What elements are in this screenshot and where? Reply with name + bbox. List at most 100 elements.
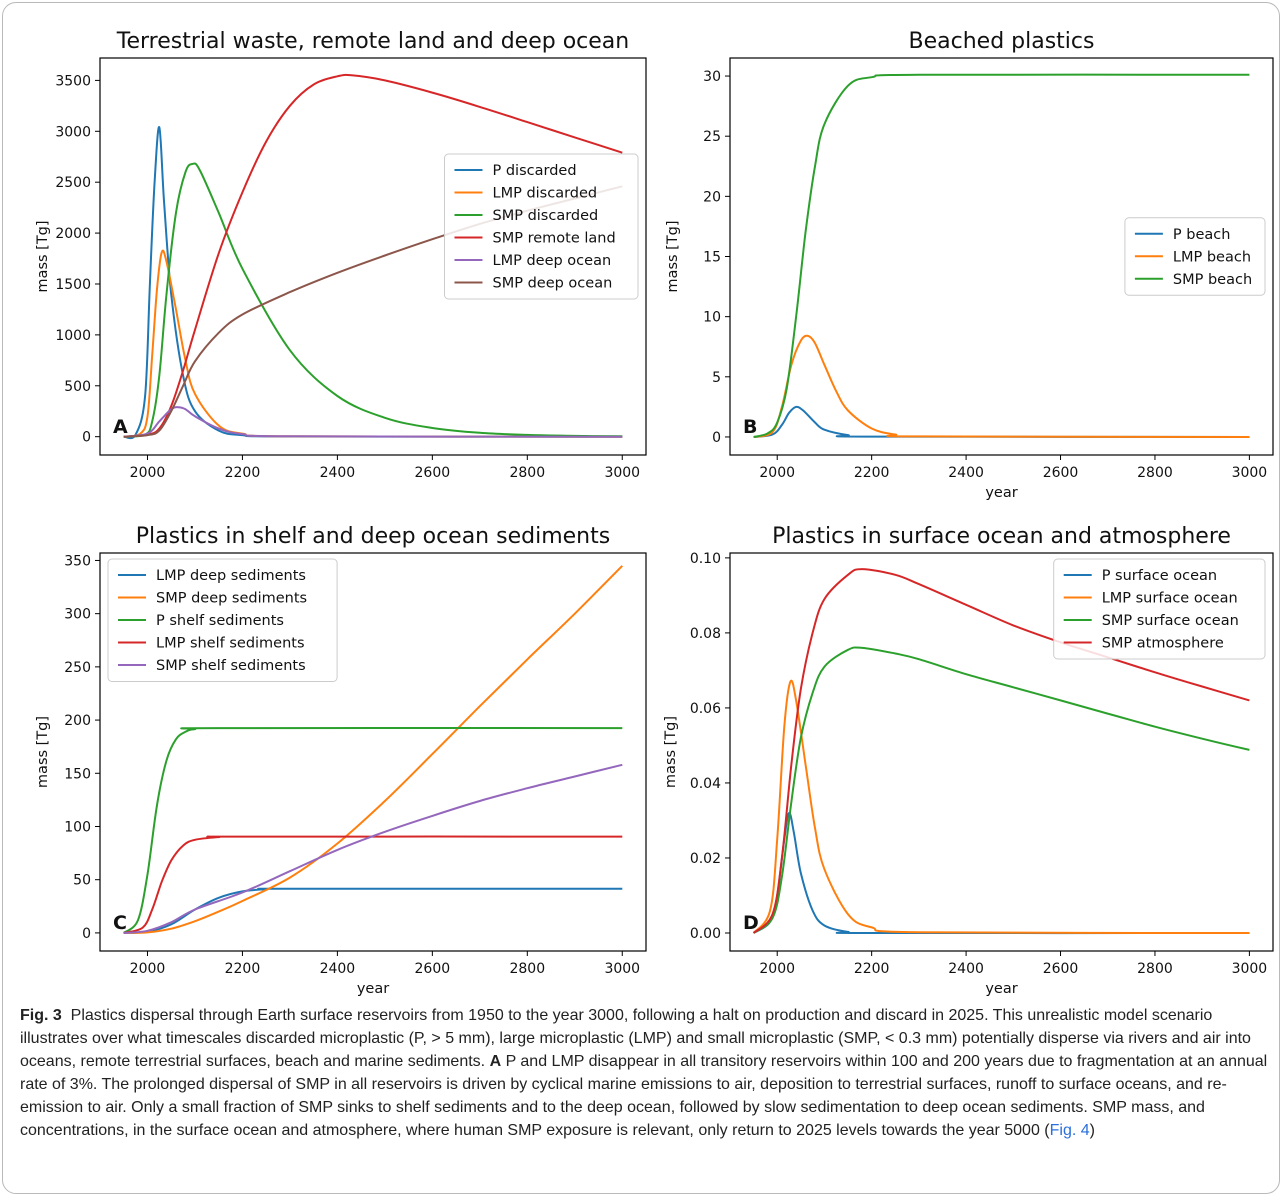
plot-frame — [99, 57, 647, 456]
legend-label: SMP deep ocean — [493, 276, 613, 292]
x-axis-label: year — [357, 981, 389, 997]
legend: P surface ocean LMP surface ocean SMP surf… — [1053, 558, 1266, 660]
y-tick-label: 0.04 — [690, 776, 721, 792]
legend-label: SMP remote land — [493, 231, 616, 247]
fig4-link[interactable]: Fig. 4 — [1049, 1122, 1090, 1139]
x-tick-label: 2600 — [415, 961, 451, 977]
panel-letter: D — [743, 912, 759, 934]
figure-caption: Fig. 3 Plastics dispersal through Earth … — [20, 1004, 1272, 1142]
series-line — [753, 73, 1250, 438]
panel-d: Plastics in surface ocean and atmosphere… — [663, 524, 1274, 997]
x-tick-label: 2200 — [854, 465, 890, 481]
y-tick-label: 0.10 — [690, 551, 721, 567]
x-tick-label: 2800 — [1137, 465, 1173, 481]
panel-b: Beached plastics 2000 2200 2400 2600 2800 3000… — [665, 29, 1274, 501]
y-tick-label: 2500 — [55, 175, 91, 191]
x-tick-label: 2000 — [130, 465, 166, 481]
series-line — [123, 73, 623, 438]
y-tick-label: 0 — [82, 430, 91, 446]
plot-frame — [99, 552, 647, 952]
legend-box — [1124, 217, 1266, 296]
panel-title: Plastics in surface ocean and atmosphere — [772, 524, 1231, 549]
series-line — [752, 646, 1250, 934]
series-lines — [753, 73, 1250, 438]
figure-label: Fig. 3 — [20, 1007, 62, 1024]
series-line — [123, 162, 623, 438]
legend-label: P surface ocean — [1102, 568, 1217, 584]
legend-label: P discarded — [493, 163, 577, 179]
series-line — [123, 727, 623, 934]
y-tick-label: 250 — [64, 660, 91, 676]
y-tick-label: 100 — [64, 819, 91, 835]
y-axis-label: mass [Tg] — [35, 716, 51, 788]
series-line — [753, 334, 1250, 438]
x-axis-label: year — [985, 981, 1017, 997]
series-line — [123, 565, 624, 934]
x-tick-label: 2800 — [509, 465, 545, 481]
x-tick-label: 2400 — [948, 465, 984, 481]
x-tick-label: 2200 — [225, 961, 261, 977]
y-tick-label: 3000 — [55, 124, 91, 140]
panel-title: Plastics in shelf and deep ocean sedimen… — [136, 524, 610, 549]
x-tick-label: 2200 — [854, 961, 890, 977]
panel-letter: A — [113, 416, 128, 438]
x-tick-label: 3000 — [604, 961, 640, 977]
y-tick-label: 200 — [64, 713, 91, 729]
legend-label: SMP atmosphere — [1102, 636, 1224, 652]
x-tick-label: 2600 — [415, 465, 451, 481]
x-tick-label: 2000 — [759, 961, 795, 977]
y-tick-label: 1500 — [55, 277, 91, 293]
y-tick-label: 20 — [703, 189, 721, 205]
y-tick-label: 150 — [64, 766, 91, 782]
x-tick-label: 2400 — [320, 961, 356, 977]
y-tick-label: 0.08 — [690, 626, 721, 642]
series-line — [753, 405, 1250, 438]
y-axis-label: mass [Tg] — [35, 220, 51, 292]
y-tick-label: 30 — [703, 69, 721, 85]
legend-label: SMP deep sediments — [156, 591, 307, 607]
y-tick-label: 15 — [703, 250, 721, 266]
series-line — [752, 679, 1250, 934]
legend-label: P shelf sediments — [156, 613, 284, 629]
legend-label: LMP deep sediments — [156, 568, 306, 584]
caption-intro: Plastics dispersal through Earth surface… — [20, 1007, 1251, 1070]
y-tick-label: 2000 — [55, 226, 91, 242]
y-axis-label: mass [Tg] — [665, 220, 681, 292]
legend-label: SMP discarded — [493, 208, 599, 224]
legend-box — [1053, 558, 1266, 660]
caption-end: ) — [1089, 1122, 1095, 1139]
x-axis-label: year — [985, 485, 1017, 501]
x-tick-label: 2600 — [1043, 465, 1079, 481]
y-tick-label: 5 — [712, 370, 721, 386]
legend-label: SMP beach — [1173, 272, 1252, 288]
series-line — [123, 406, 623, 438]
y-tick-label: 0 — [712, 430, 721, 446]
x-tick-label: 2200 — [225, 465, 261, 481]
panel-title: Beached plastics — [909, 29, 1095, 54]
panel-title: Terrestrial waste, remote land and deep … — [116, 29, 629, 54]
x-tick-label: 2400 — [320, 465, 356, 481]
x-tick-label: 2000 — [759, 465, 795, 481]
y-tick-label: 0.00 — [690, 926, 721, 942]
legend: LMP deep sediments SMP deep sediments P sh… — [107, 558, 338, 682]
y-tick-label: 0.02 — [690, 851, 721, 867]
legend-label: SMP shelf sediments — [156, 658, 306, 674]
series-line — [753, 811, 1250, 935]
y-tick-label: 350 — [64, 553, 91, 569]
series-line — [123, 763, 623, 934]
legend-label: LMP surface ocean — [1102, 591, 1238, 607]
y-tick-label: 1000 — [55, 328, 91, 344]
legend-label: LMP beach — [1173, 249, 1251, 265]
caption-body: P and LMP disappear in all transitory re… — [20, 1053, 1268, 1139]
x-tick-label: 2400 — [948, 961, 984, 977]
y-axis-label: mass [Tg] — [663, 716, 679, 788]
series-line — [123, 887, 623, 934]
legend: P beach LMP beach SMP beach — [1124, 217, 1266, 296]
legend-box — [444, 153, 639, 300]
y-tick-label: 3500 — [55, 73, 91, 89]
y-tick-label: 300 — [64, 607, 91, 623]
x-tick-label: 2800 — [1137, 961, 1173, 977]
series-lines — [123, 565, 624, 934]
y-tick-label: 0 — [82, 926, 91, 942]
legend-label: P beach — [1173, 227, 1231, 243]
